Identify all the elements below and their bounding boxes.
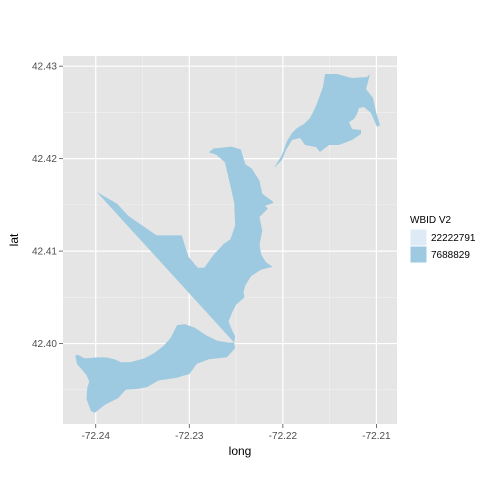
- x-tick-label: -72.23: [175, 431, 204, 442]
- legend: WBID V2 22222791 7688829: [410, 215, 476, 263]
- x-tick-label: -72.21: [362, 431, 391, 442]
- legend-key-22222791: [410, 229, 427, 246]
- legend-label-22222791: 22222791: [431, 233, 476, 244]
- x-tick-label: -72.24: [82, 431, 111, 442]
- x-axis: -72.24 -72.23 -72.22 -72.21: [82, 424, 391, 442]
- legend-key-7688829: [410, 246, 427, 263]
- y-axis-title: lat: [7, 233, 21, 246]
- legend-title: WBID V2: [410, 215, 452, 226]
- y-tick-label: 42.42: [32, 154, 57, 165]
- y-tick-label: 42.41: [32, 247, 57, 258]
- y-tick-label: 42.43: [32, 62, 57, 73]
- legend-label-7688829: 7688829: [431, 250, 470, 261]
- x-tick-label: -72.22: [269, 431, 298, 442]
- y-tick-label: 42.40: [32, 339, 57, 350]
- x-axis-title: long: [229, 444, 252, 458]
- y-axis: 42.40 42.41 42.42 42.43: [32, 62, 63, 350]
